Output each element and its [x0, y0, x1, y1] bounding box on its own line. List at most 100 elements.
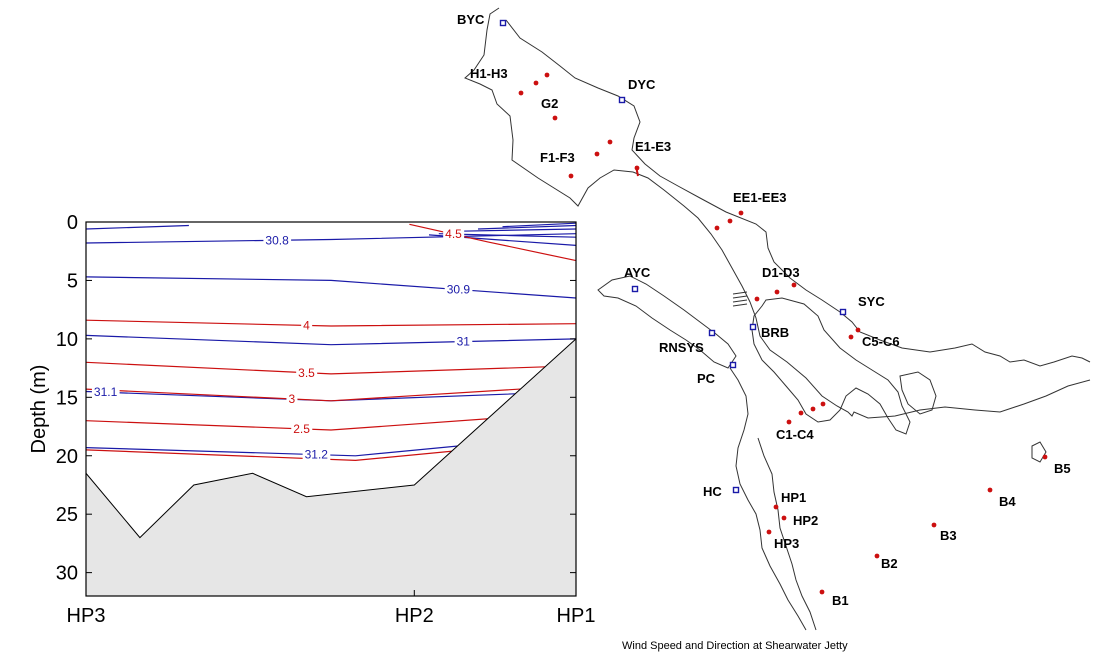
contour-label-background [286, 391, 298, 406]
sample-point-marker [820, 401, 826, 407]
station-marker [749, 323, 757, 331]
site-label-b1: B1 [832, 593, 849, 608]
sample-point-marker [855, 327, 861, 333]
site-label-brb: BRB [761, 325, 789, 340]
site-label-hp3: HP3 [774, 536, 799, 551]
sample-point-marker [786, 419, 792, 425]
site-labels: BYC H1-H3 DYC G2 F1-F3 E1-E3 EE1-EE3 AYC D1-D3 SY… [457, 12, 1071, 608]
temperature-contour-4.5 [409, 223, 577, 262]
east-coastline [505, 19, 1091, 367]
contour-label-background [301, 318, 313, 333]
sample-point-marker [766, 529, 772, 535]
contour-label-background [454, 334, 473, 349]
sample-point-marker [607, 139, 613, 145]
station-marker [708, 329, 716, 337]
temperature-contour-label: 4.5 [445, 227, 462, 241]
contour-label-background [291, 421, 313, 436]
contour-label-background [443, 227, 465, 242]
site-label-b3: B3 [940, 528, 957, 543]
salinity-contour-label: 30.8 [265, 233, 289, 247]
salinity-contour-unlabeled-6 [502, 222, 577, 228]
salinity-contour-30.9 [85, 276, 577, 299]
temperature-contour-label: 4 [303, 318, 310, 332]
x-axis: HP3 HP2 HP1 [67, 590, 596, 627]
y-tick-label: 20 [56, 446, 78, 468]
y-tick-label: 10 [56, 329, 78, 351]
site-label-e1-e3: E1-E3 [635, 139, 671, 154]
sample-point-marker [874, 553, 880, 559]
site-label-c5-c6: C5-C6 [862, 334, 900, 349]
station-marker [631, 285, 639, 293]
site-label-d1-d3: D1-D3 [762, 265, 800, 280]
site-label-c1-c4: C1-C4 [776, 427, 814, 442]
salinity-contour-label: 31.1 [94, 385, 118, 399]
site-label-pc: PC [697, 371, 716, 386]
south-coastline [729, 367, 807, 631]
y-tick-label: 25 [56, 504, 78, 526]
sample-point-marker [738, 210, 744, 216]
salinity-contour-unlabeled-8 [453, 228, 577, 232]
sample-point-marker [819, 589, 825, 595]
sample-point-marker [931, 522, 937, 528]
sample-point-marker [544, 72, 550, 78]
sample-point-marker [552, 115, 558, 121]
station-marker [839, 308, 847, 316]
contour-label-background [302, 447, 331, 462]
y-axis-label: Depth (m) [28, 365, 50, 454]
salinity-contour-label: 31.2 [305, 448, 329, 462]
station-marker [499, 19, 507, 27]
temperature-contour-4 [85, 319, 577, 327]
jetty-lines [732, 291, 748, 307]
station-marker [618, 96, 626, 104]
x-tick-label: HP1 [557, 605, 596, 627]
y-tick-label: 30 [56, 563, 78, 585]
site-label-b2: B2 [881, 556, 898, 571]
site-label-ayc: AYC [624, 265, 651, 280]
plot-frame [85, 221, 577, 597]
site-label-g2: G2 [541, 96, 558, 111]
sample-point-marker [594, 151, 600, 157]
station-marker [732, 486, 740, 494]
sample-point-marker [848, 334, 854, 340]
sample-point-marker [774, 289, 780, 295]
temperature-contour-label: 3.5 [298, 366, 315, 380]
sample-point-marker [781, 515, 787, 521]
sample-point-marker [634, 165, 640, 171]
site-label-hp2: HP2 [793, 513, 818, 528]
site-label-rnsys: RNSYS [659, 340, 704, 355]
salinity-contour-31 [85, 334, 577, 346]
site-markers [499, 19, 1048, 595]
temperature-contour-label: 3 [288, 392, 295, 406]
site-label-syc: SYC [858, 294, 885, 309]
contour-label-background [296, 365, 318, 380]
y-tick-label: 5 [67, 270, 78, 292]
site-label-h1-h3: H1-H3 [470, 66, 508, 81]
salinity-contour-label: 31 [457, 335, 471, 349]
site-label-dyc: DYC [628, 77, 656, 92]
site-label-byc: BYC [457, 12, 485, 27]
main-coastline [464, 7, 1091, 419]
contour-label-background [444, 282, 473, 297]
site-label-f1-f3: F1-F3 [540, 150, 575, 165]
site-label-b5: B5 [1054, 461, 1071, 476]
sample-point-marker [518, 90, 524, 96]
salinity-contour-unlabeled-5 [85, 224, 189, 230]
y-tick-label: 15 [56, 387, 78, 409]
contour-label-background [263, 233, 292, 248]
station-marker [729, 361, 737, 369]
sample-point-marker [1042, 454, 1048, 460]
salinity-contour-unlabeled-7 [477, 224, 577, 230]
x-tick-label: HP2 [395, 605, 434, 627]
site-label-b4: B4 [999, 494, 1016, 509]
sample-point-marker [798, 410, 804, 416]
inner-shore [751, 297, 911, 435]
sample-point-marker [810, 406, 816, 412]
temperature-contour-label: 2.5 [293, 422, 310, 436]
sample-point-marker [714, 225, 720, 231]
map-caption: Wind Speed and Direction at Shearwater J… [622, 640, 848, 652]
site-label-ee1-ee3: EE1-EE3 [733, 190, 786, 205]
salinity-contour-label: 30.9 [447, 283, 471, 297]
temperature-contour-3.5 [85, 361, 577, 375]
